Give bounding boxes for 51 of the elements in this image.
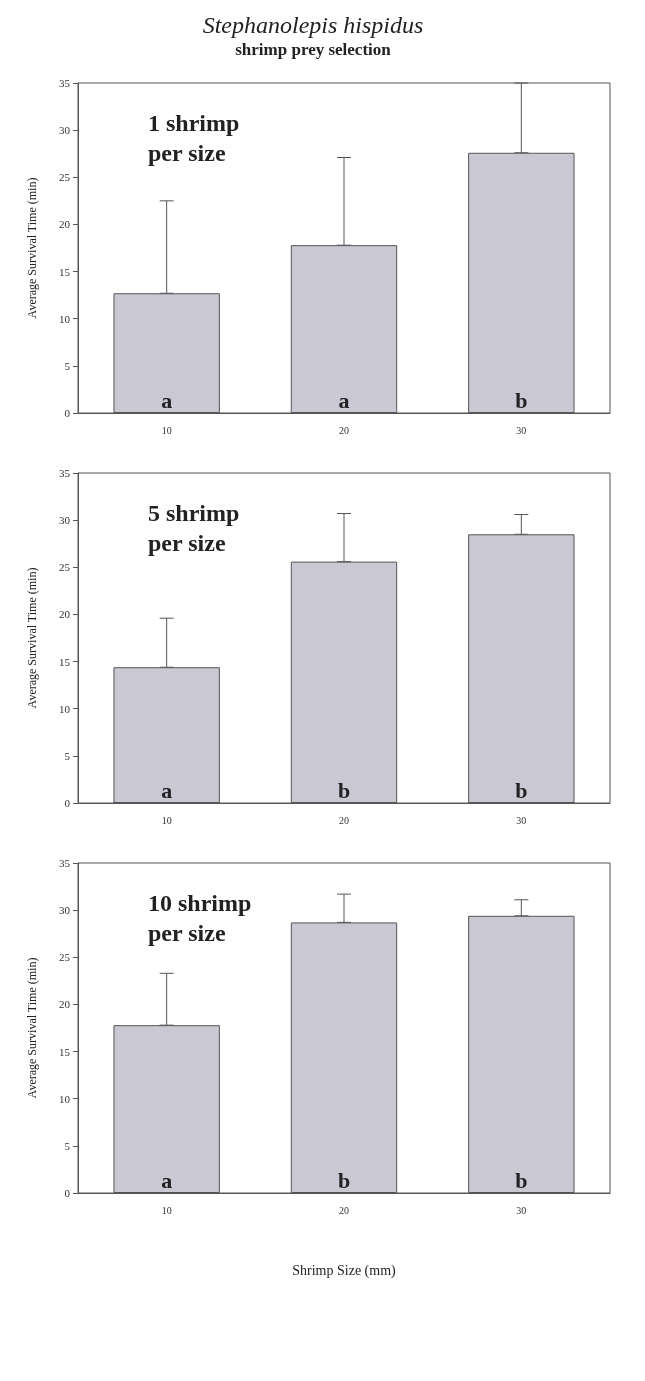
y-tick-label: 0	[64, 407, 71, 419]
y-tick-label: 25	[59, 561, 71, 574]
y-axis-title: Average Survival Time (min)	[25, 177, 39, 319]
annotation: 10 shrimp per size	[148, 890, 252, 946]
y-tick-label: 15	[59, 265, 71, 278]
y-axis-title: Average Survival Time (min)	[25, 957, 39, 1099]
y-tick-label: 30	[59, 514, 71, 527]
y-tick-label: 25	[59, 951, 71, 964]
y-tick-label: 0	[64, 797, 71, 809]
annotation: 1 shrimp per size	[148, 110, 240, 166]
y-tick-label: 30	[59, 904, 71, 917]
y-tick-label: 25	[59, 171, 71, 184]
chart-title: Stephanolepis hispidus	[202, 12, 424, 38]
x-tick-label: 20	[339, 424, 349, 436]
y-tick-label: 35	[59, 857, 71, 869]
x-tick-label: 10	[161, 1204, 172, 1216]
y-tick-label: 10	[59, 702, 71, 715]
y-tick-label: 0	[64, 1187, 71, 1199]
y-tick-label: 5	[64, 359, 71, 372]
y-tick-label: 15	[59, 655, 71, 668]
y-tick-label: 20	[59, 608, 71, 621]
y-tick-label: 10	[59, 312, 71, 325]
x-tick-label: 30	[516, 814, 527, 826]
annotation: b	[337, 777, 351, 803]
annotation: a	[161, 387, 173, 413]
annotation: b	[337, 1167, 351, 1193]
annotation: a	[338, 387, 350, 413]
y-tick-label: 35	[59, 77, 71, 89]
y-tick-label: 20	[59, 218, 71, 231]
x-tick-label: 10	[161, 424, 172, 436]
y-tick-label: 30	[59, 124, 71, 137]
y-tick-label: 20	[59, 998, 71, 1011]
y-tick-label: 5	[64, 1139, 71, 1152]
y-tick-label: 5	[64, 749, 71, 762]
x-axis-title: Shrimp Size (mm)	[292, 1262, 397, 1279]
annotation: b	[515, 1167, 528, 1193]
annotation: 5 shrimp per size	[148, 500, 240, 556]
annotation: a	[161, 1167, 173, 1193]
x-tick-label: 30	[516, 424, 527, 436]
y-axis-title: Average Survival Time (min)	[25, 567, 39, 709]
y-tick-label: 35	[59, 467, 71, 479]
x-tick-label: 30	[516, 1204, 527, 1216]
x-tick-label: 10	[161, 814, 172, 826]
y-tick-label: 10	[59, 1092, 71, 1105]
chart-subtitle: shrimp prey selection	[235, 40, 392, 59]
x-tick-label: 20	[339, 1204, 349, 1216]
annotation: b	[515, 777, 528, 803]
y-tick-label: 15	[59, 1045, 71, 1058]
x-tick-label: 20	[339, 814, 349, 826]
annotation: a	[161, 777, 173, 803]
annotation: b	[515, 387, 528, 413]
